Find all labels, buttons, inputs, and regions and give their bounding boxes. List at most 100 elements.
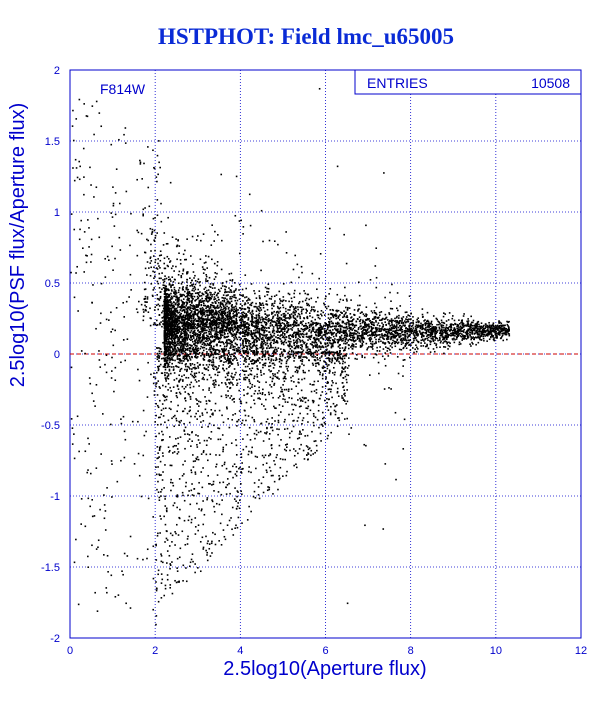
data-point: [201, 353, 204, 356]
data-point: [480, 339, 483, 341]
data-point: [177, 316, 179, 318]
data-point: [386, 347, 389, 350]
data-point: [184, 344, 186, 346]
data-point: [448, 329, 451, 332]
data-point: [205, 322, 207, 324]
data-point: [216, 326, 219, 329]
data-point: [480, 334, 483, 337]
data-point: [348, 330, 350, 332]
data-point: [252, 337, 255, 340]
data-point: [378, 330, 380, 332]
data-point: [250, 304, 253, 307]
data-point: [265, 327, 268, 329]
data-point: [211, 347, 213, 350]
data-point: [189, 359, 192, 361]
data-point: [187, 336, 189, 338]
data-point: [384, 313, 387, 316]
data-point: [275, 330, 278, 333]
data-point: [417, 333, 419, 335]
data-point: [446, 329, 449, 332]
data-point: [288, 324, 291, 327]
data-point: [217, 292, 220, 294]
data-point: [348, 323, 351, 326]
data-point: [170, 289, 173, 291]
data-point: [313, 306, 315, 308]
data-point: [281, 341, 284, 344]
data-point: [382, 317, 384, 320]
data-point: [316, 322, 319, 325]
data-point: [250, 283, 253, 285]
data-point: [186, 309, 189, 312]
data-point: [192, 346, 195, 349]
data-point: [202, 337, 204, 340]
data-point: [380, 328, 382, 330]
data-point: [256, 330, 259, 332]
data-point: [289, 306, 291, 309]
data-point: [295, 354, 297, 357]
data-point: [301, 323, 304, 326]
data-point: [378, 319, 381, 322]
data-point: [169, 310, 172, 312]
data-point: [200, 307, 202, 310]
data-point: [465, 338, 468, 340]
data-point: [211, 329, 213, 332]
data-point: [408, 339, 411, 342]
data-point: [305, 312, 307, 314]
data-point: [219, 344, 222, 347]
data-point: [251, 316, 253, 319]
data-point: [454, 335, 456, 337]
data-point: [208, 374, 211, 376]
data-point: [193, 333, 195, 336]
data-point: [267, 345, 269, 347]
data-point: [185, 354, 188, 356]
data-point: [163, 280, 166, 283]
data-point: [360, 311, 363, 313]
data-point: [291, 326, 294, 329]
data-point: [495, 336, 497, 339]
data-point: [359, 334, 361, 337]
data-point: [245, 329, 248, 331]
data-point: [461, 327, 463, 330]
data-point: [277, 347, 280, 349]
data-point: [416, 330, 418, 333]
data-point: [387, 355, 390, 357]
data-point: [217, 316, 220, 318]
data-point: [231, 309, 234, 311]
data-point: [213, 351, 216, 354]
data-point: [178, 299, 180, 302]
data-point: [370, 330, 373, 333]
data-point: [458, 319, 460, 321]
data-point: [242, 356, 244, 358]
data-point: [255, 349, 258, 352]
data-point: [277, 327, 280, 330]
data-point: [181, 338, 184, 341]
data-point: [499, 332, 501, 334]
data-point: [426, 326, 429, 328]
data-point: [374, 317, 376, 319]
data-point: [441, 321, 443, 324]
data-point: [287, 322, 290, 324]
data-point: [187, 365, 189, 368]
data-point: [436, 337, 439, 340]
data-point: [448, 312, 451, 314]
data-point: [191, 285, 194, 287]
data-point: [351, 329, 354, 331]
data-point: [258, 312, 261, 315]
data-point: [382, 337, 384, 339]
data-point: [275, 348, 278, 351]
data-point: [440, 330, 442, 333]
data-point: [333, 340, 336, 342]
data-point: [296, 341, 299, 343]
data-point: [182, 322, 184, 324]
data-point: [432, 330, 435, 333]
data-point: [422, 345, 425, 347]
data-point: [299, 346, 302, 349]
data-point: [418, 330, 421, 332]
data-point: [434, 339, 436, 341]
data-point: [233, 290, 235, 292]
data-point: [505, 330, 508, 332]
data-point: [227, 349, 230, 352]
data-point: [233, 323, 236, 326]
data-point: [406, 342, 409, 345]
data-point: [261, 345, 264, 347]
